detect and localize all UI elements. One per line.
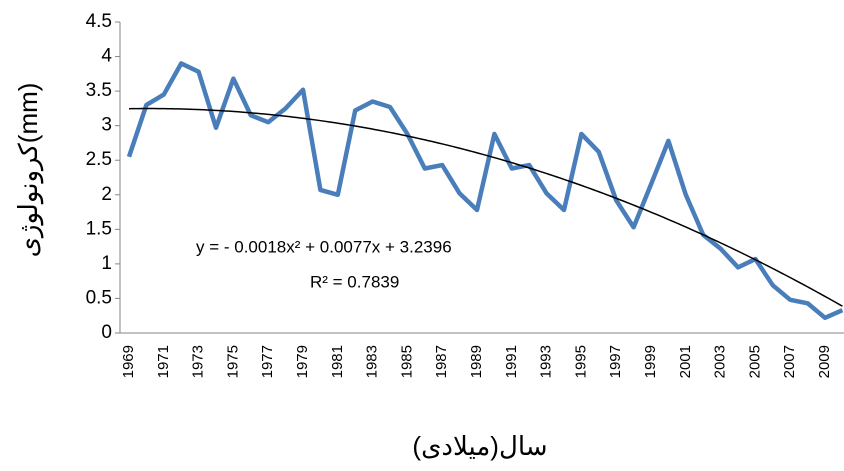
x-tick-label: 1993 (538, 345, 555, 378)
trendline (128, 107, 843, 307)
x-tick-label: 2007 (781, 345, 798, 378)
y-tick-label: 0 (101, 322, 112, 343)
x-tick-label: 1985 (398, 345, 415, 378)
trendline-equation: y = - 0.0018x² + 0.0077x + 3.2396 (196, 237, 452, 256)
x-tick-label: 2009 (816, 345, 833, 378)
x-tick-label: 1997 (607, 345, 624, 378)
x-tick-label: 1977 (259, 345, 276, 378)
y-tick-label: 4.5 (86, 11, 112, 32)
y-tick-label: 3 (101, 115, 112, 136)
x-tick-label: 1999 (642, 345, 659, 378)
x-tick-label: 1973 (190, 345, 207, 378)
x-tick-label: 2003 (712, 345, 729, 378)
y-tick-label: 4 (101, 46, 112, 67)
x-tick-label: 1971 (155, 345, 172, 378)
x-tick-label: 1995 (572, 345, 589, 378)
x-tick-label: 1981 (329, 345, 346, 378)
x-tick-label: 1983 (364, 345, 381, 378)
data-line (126, 61, 844, 321)
x-tick-label: 1987 (433, 345, 450, 378)
y-tick-label: 0.5 (86, 287, 112, 308)
trendline-r-squared: R² = 0.7839 (310, 272, 399, 291)
y-tick-label: 2.5 (86, 149, 112, 170)
x-axis-title: سال(میلادی) (412, 431, 547, 461)
y-tick-label: 1.5 (86, 218, 112, 239)
y-axis-title: کرونولوژی(mm) (13, 83, 44, 258)
x-tick-label: 1975 (224, 345, 241, 378)
x-tick-label: 2001 (677, 345, 694, 378)
x-tick-label: 1989 (468, 345, 485, 378)
x-tick-label: 2005 (746, 345, 763, 378)
y-tick-label: 2 (101, 184, 112, 205)
y-tick-label: 1 (101, 253, 112, 274)
x-tick-label: 1991 (503, 345, 520, 378)
x-tick-label: 1969 (120, 345, 137, 378)
x-tick-label: 1979 (294, 345, 311, 378)
y-tick-label: 3.5 (86, 80, 112, 101)
